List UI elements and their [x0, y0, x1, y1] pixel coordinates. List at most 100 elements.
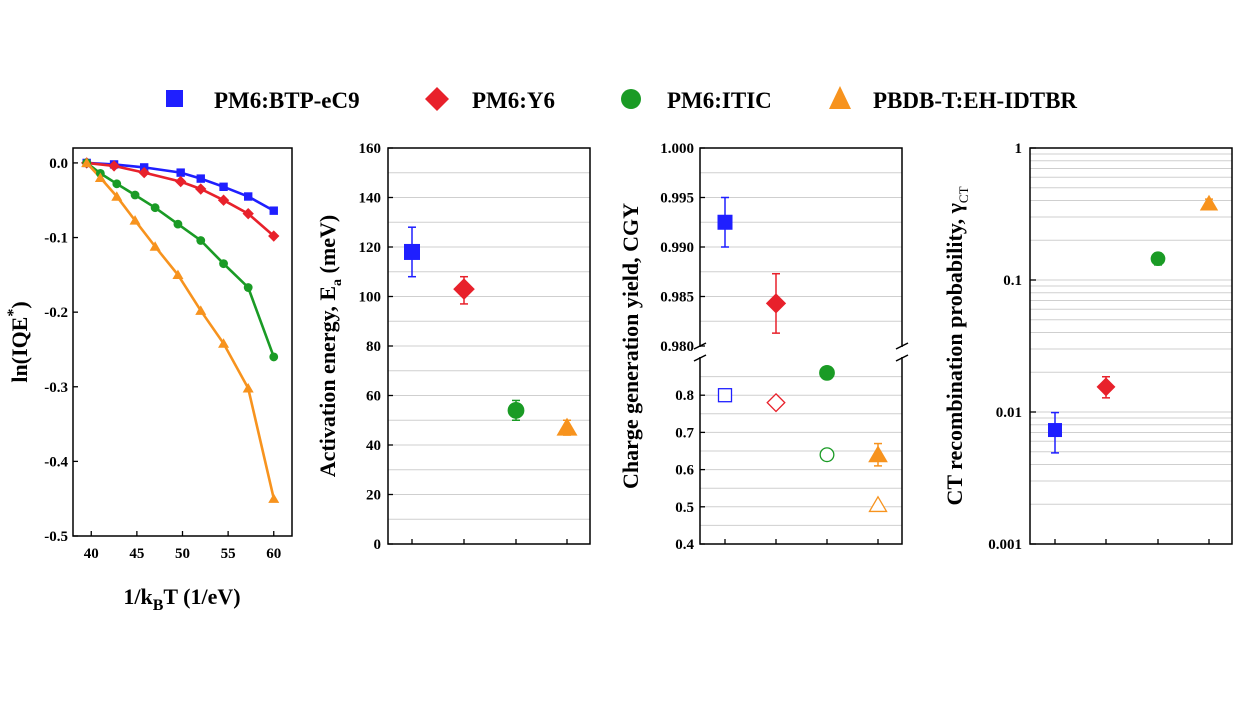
panel-ct-frame	[1029, 147, 1233, 545]
legend-marker-diamond	[425, 87, 449, 111]
open-data-point	[868, 495, 888, 513]
data-point	[172, 269, 184, 280]
y-tick-label: 20	[366, 488, 381, 504]
y-tick-label: 0.4	[675, 537, 694, 553]
y-tick-label: 0.7	[675, 425, 694, 441]
open-data-point	[819, 447, 835, 463]
y-axis-label: Activation energy, Ea (meV)	[315, 215, 345, 477]
y-tick-label: 0.990	[660, 240, 694, 256]
panel-ct-recombination: 0.001 0.01 0.1 1 CT recombination probabili…	[942, 141, 1233, 553]
x-tick-label: 60	[266, 546, 281, 562]
data-point	[94, 172, 106, 183]
break-slash	[895, 342, 909, 350]
data-point	[1199, 194, 1219, 211]
data-point	[111, 191, 123, 201]
data-point	[868, 445, 888, 463]
axis-break-marks	[693, 342, 909, 362]
data-point	[150, 203, 160, 213]
data-point	[268, 493, 280, 503]
open-data-point	[717, 388, 733, 403]
data-point	[269, 352, 279, 362]
break-slash	[895, 354, 909, 362]
data-point	[195, 183, 207, 195]
data-point	[242, 383, 254, 393]
y-tick-label: 60	[366, 389, 381, 405]
data-point	[176, 168, 185, 177]
y-tick-label: -0.1	[44, 231, 68, 247]
legend-item-itic: PM6:ITIC	[621, 88, 772, 113]
x-tick-label: 55	[221, 546, 236, 562]
series-line	[85, 162, 276, 499]
data-point	[195, 305, 207, 315]
y-tick-label: 40	[366, 438, 381, 454]
data-point	[268, 230, 280, 242]
legend-item-idtbr: PBDB-T:EH-IDTBR	[829, 86, 1077, 113]
data-point	[242, 207, 254, 220]
data-point	[507, 401, 525, 419]
y-tick-label: 0.001	[988, 537, 1022, 553]
x-tick-label: 50	[175, 546, 190, 562]
data-point	[149, 241, 161, 251]
data-point	[108, 160, 120, 172]
data-point	[175, 175, 187, 188]
panel-cgy-frame	[699, 147, 903, 545]
data-point	[219, 182, 228, 191]
data-point	[1096, 377, 1116, 397]
data-point	[269, 206, 278, 215]
break-slash	[693, 342, 707, 350]
panel-cgy: 0.980 0.985 0.990 0.995 1.000 0.4 0.5 0.6 0.7 0.8…	[618, 141, 914, 553]
x-axis-label: 1/kBT (1/eV)	[123, 584, 240, 614]
legend-item-btp: PM6:BTP-eC9	[166, 88, 360, 113]
y-tick-label: 0.995	[660, 191, 694, 207]
axis-break-gap	[688, 347, 914, 357]
data-point	[717, 214, 733, 230]
y-tick-label: 160	[359, 141, 382, 157]
legend-label-y6: PM6:Y6	[472, 88, 555, 113]
y-tick-label: -0.2	[44, 305, 68, 321]
series-line	[85, 161, 276, 358]
legend-label-itic: PM6:ITIC	[667, 88, 772, 113]
x-tick-label: 45	[129, 546, 144, 562]
data-point	[112, 179, 122, 189]
open-data-point	[766, 392, 786, 413]
panel-activation-energy: 0 20 40 60 80 100 120 140 160 Activation energy,…	[315, 141, 591, 553]
data-point	[1048, 423, 1062, 438]
y-tick-label: 120	[359, 240, 382, 256]
data-point	[196, 174, 205, 183]
y-tick-label: 0.5	[675, 500, 694, 516]
y-tick-label: -0.3	[44, 380, 68, 396]
legend-marker-circle	[621, 89, 641, 109]
data-point	[765, 293, 787, 314]
legend-item-y6: PM6:Y6	[425, 87, 555, 113]
data-point	[129, 215, 141, 225]
y-tick-label: 0.0	[49, 156, 68, 172]
panel-iqe-frame	[72, 147, 293, 537]
data-point	[196, 236, 206, 245]
legend: PM6:BTP-eC9 PM6:Y6 PM6:ITIC PBDB-T:EH-ID…	[166, 86, 1077, 113]
axis-gap	[899, 347, 905, 357]
y-tick-label: 0.985	[660, 290, 694, 306]
data-point	[138, 166, 150, 179]
x-tick-label: 40	[84, 546, 99, 562]
axis-gap	[697, 347, 703, 357]
data-point	[244, 192, 253, 201]
legend-marker-square	[166, 90, 183, 107]
data-point	[243, 283, 253, 292]
y-tick-label: 100	[359, 290, 382, 306]
y-tick-label: -0.4	[44, 454, 68, 470]
data-point	[217, 194, 230, 206]
data-point	[218, 338, 230, 348]
y-axis-label: ln(IQE*)	[5, 301, 32, 382]
legend-marker-triangle	[829, 86, 851, 109]
data-point	[1150, 251, 1166, 267]
data-point	[130, 190, 140, 200]
data-point	[404, 243, 420, 260]
data-point	[81, 157, 93, 168]
break-slash	[693, 354, 707, 362]
y-tick-label: 0	[374, 537, 382, 553]
y-tick-label: 140	[359, 191, 382, 207]
y-tick-label: 0.8	[675, 388, 694, 404]
legend-label-idtbr: PBDB-T:EH-IDTBR	[873, 88, 1077, 113]
data-point	[173, 219, 183, 229]
data-point	[453, 278, 475, 300]
